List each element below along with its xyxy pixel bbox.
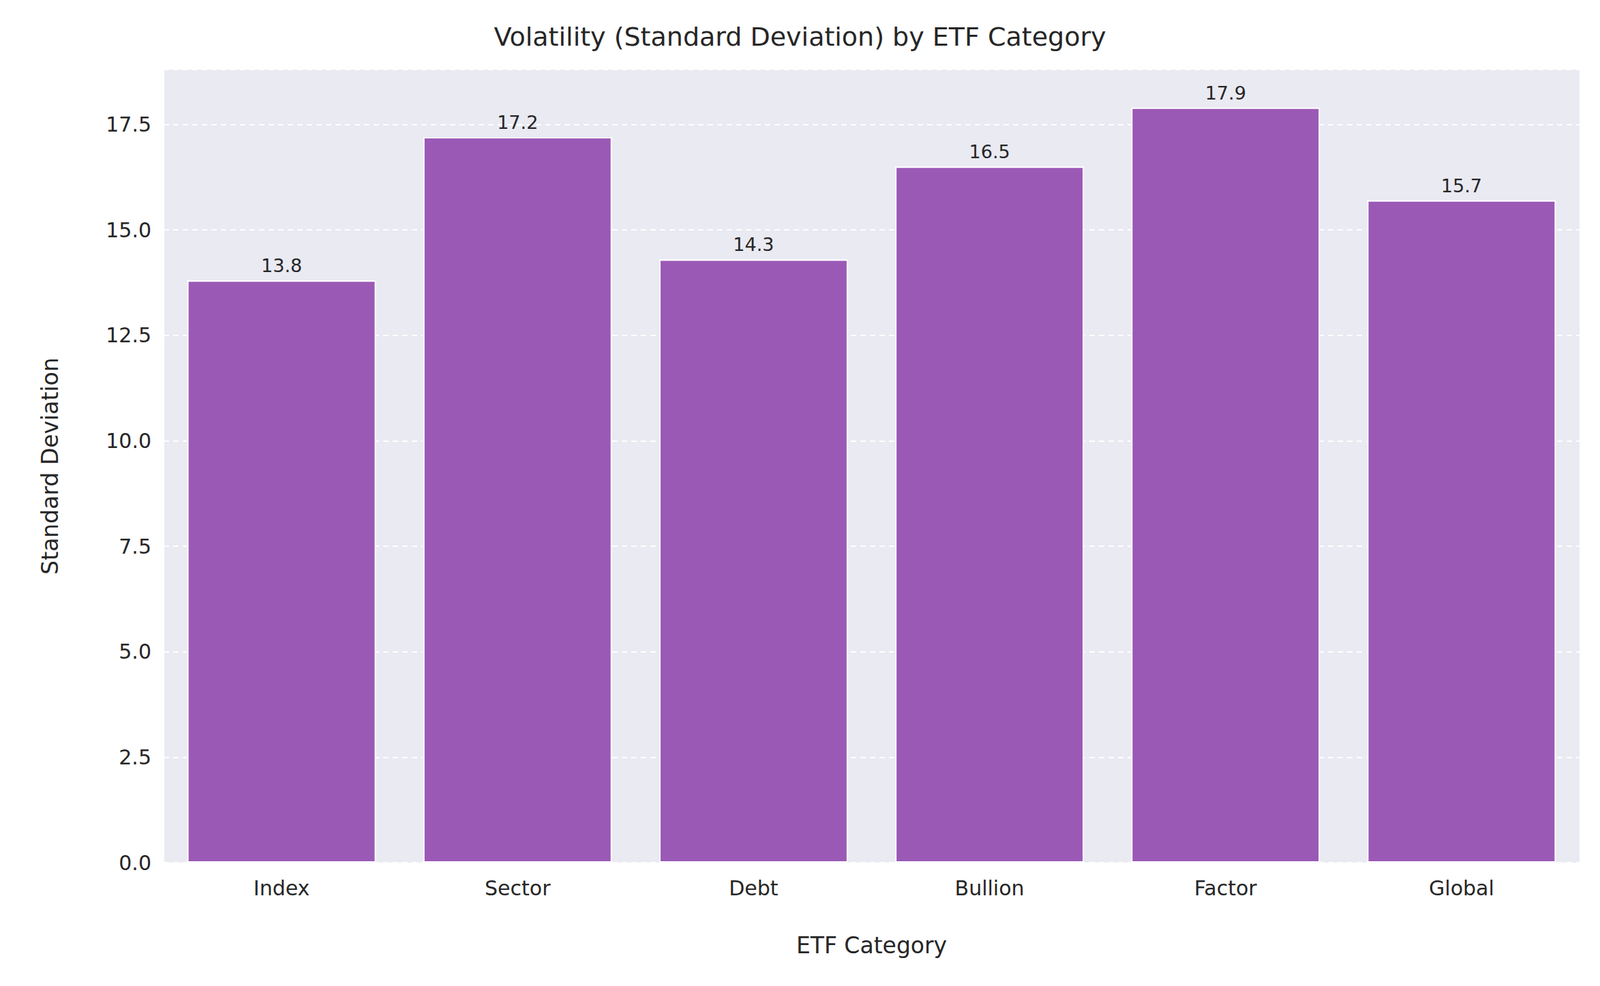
svg-text:15.0: 15.0: [105, 218, 152, 243]
svg-text:14.3: 14.3: [732, 233, 774, 255]
svg-text:5.0: 5.0: [118, 639, 152, 664]
svg-text:17.5: 17.5: [105, 112, 152, 137]
svg-text:0.0: 0.0: [118, 850, 152, 875]
svg-text:Global: Global: [1428, 876, 1495, 900]
svg-text:Standard Deviation: Standard Deviation: [36, 357, 64, 575]
svg-text:10.0: 10.0: [105, 428, 152, 453]
svg-text:Index: Index: [253, 876, 311, 900]
svg-text:17.9: 17.9: [1205, 82, 1247, 104]
svg-text:13.8: 13.8: [261, 254, 303, 277]
svg-text:7.5: 7.5: [118, 534, 152, 559]
svg-text:2.5: 2.5: [118, 745, 152, 769]
svg-text:Volatility (Standard Deviation: Volatility (Standard Deviation) by ETF C…: [493, 21, 1106, 52]
svg-text:15.7: 15.7: [1441, 175, 1483, 197]
svg-text:16.5: 16.5: [969, 141, 1011, 163]
svg-text:ETF Category: ETF Category: [796, 931, 947, 959]
svg-text:Factor: Factor: [1194, 876, 1258, 900]
svg-text:17.2: 17.2: [496, 111, 538, 133]
svg-text:Debt: Debt: [728, 876, 779, 900]
svg-text:Sector: Sector: [484, 876, 551, 900]
svg-text:12.5: 12.5: [105, 323, 152, 347]
svg-text:Bullion: Bullion: [955, 876, 1025, 900]
